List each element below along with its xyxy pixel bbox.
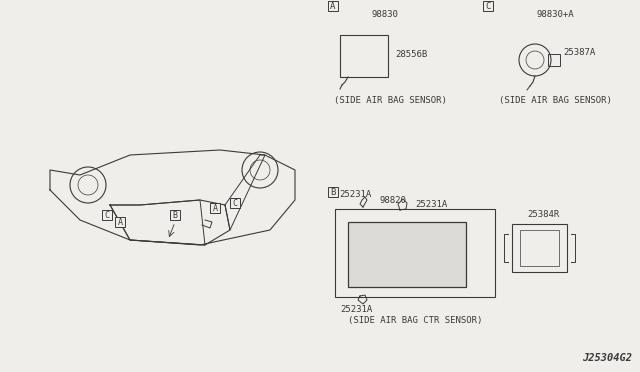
Bar [483,1,493,11]
Text: A: A [330,1,336,10]
Text: 28556B: 28556B [395,49,428,58]
Text: A: A [212,203,218,212]
Text: C: C [485,1,491,10]
Text: 25231A: 25231A [340,305,372,314]
Text: 25231A: 25231A [339,189,371,199]
Text: A: A [118,218,122,227]
Text: 25387A: 25387A [563,48,595,57]
Text: (SIDE AIR BAG SENSOR): (SIDE AIR BAG SENSOR) [499,96,611,105]
Text: (SIDE AIR BAG SENSOR): (SIDE AIR BAG SENSOR) [333,96,447,105]
Text: 98830: 98830 [372,10,399,19]
Text: (SIDE AIR BAG CTR SENSOR): (SIDE AIR BAG CTR SENSOR) [348,315,482,324]
Text: 98830+A: 98830+A [536,10,574,19]
Bar [340,35,388,77]
Text: 98820: 98820 [380,196,406,205]
Bar [512,224,567,272]
Text: C: C [104,211,109,219]
Bar [328,187,338,197]
Text: B: B [330,187,336,196]
Text: J25304G2: J25304G2 [582,353,632,363]
Text: 25384R: 25384R [527,209,559,218]
Bar [230,198,240,208]
Bar [102,210,112,220]
Bar [328,1,338,11]
Bar [348,222,466,287]
Bar [170,210,180,220]
Bar [520,230,559,266]
Polygon shape [110,200,205,245]
Bar [335,209,495,297]
Bar [548,54,560,66]
Polygon shape [225,155,265,230]
Text: C: C [232,199,237,208]
Text: B: B [173,211,177,219]
Bar [210,203,220,213]
Text: 25231A: 25231A [415,199,447,208]
Bar [115,217,125,227]
